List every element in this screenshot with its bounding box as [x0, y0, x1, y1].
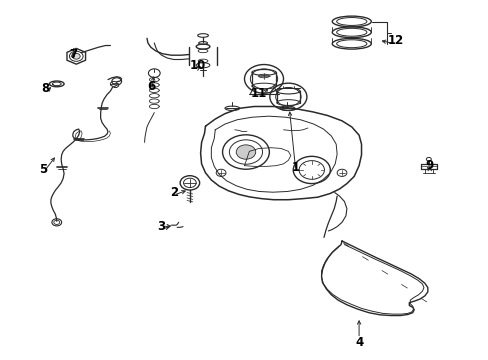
Text: 4: 4 [354, 336, 363, 348]
Circle shape [236, 145, 255, 159]
Text: 1: 1 [291, 161, 299, 174]
Text: 6: 6 [147, 80, 156, 93]
Text: 9: 9 [425, 159, 433, 172]
Circle shape [72, 53, 80, 59]
Text: 12: 12 [387, 34, 403, 48]
Text: 10: 10 [190, 59, 206, 72]
Text: 11: 11 [250, 87, 267, 100]
Text: 3: 3 [157, 220, 165, 233]
Text: 7: 7 [69, 48, 77, 61]
Text: 5: 5 [40, 163, 48, 176]
Text: 2: 2 [169, 186, 178, 199]
Text: 8: 8 [41, 82, 50, 95]
